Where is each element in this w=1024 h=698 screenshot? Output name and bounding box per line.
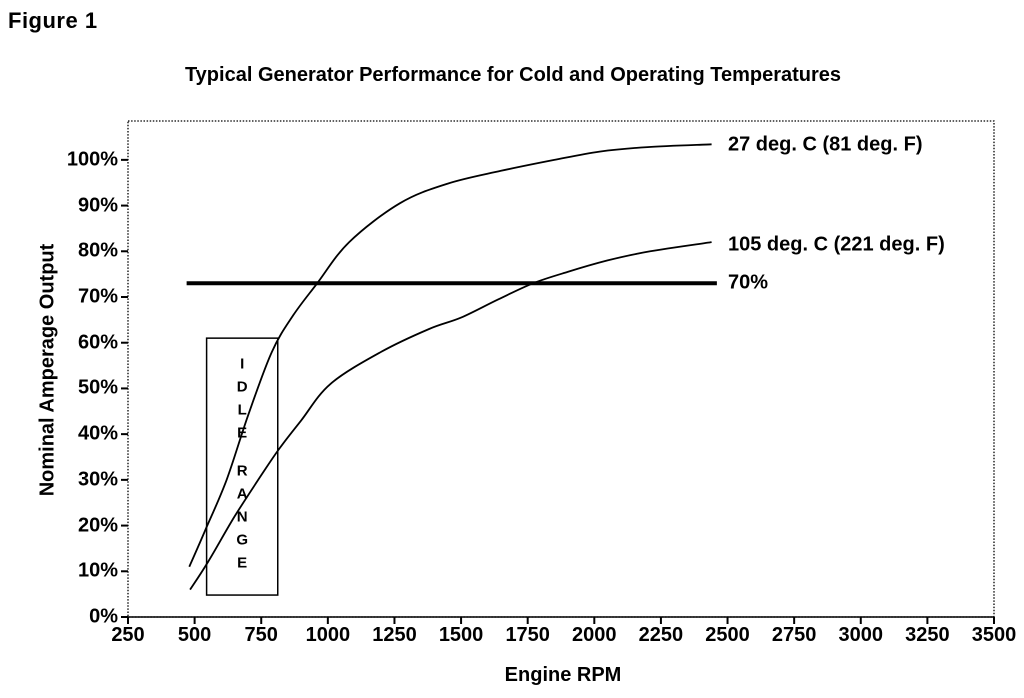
y-tick-label: 0%: [89, 605, 118, 628]
idle-range-letter: I: [240, 355, 245, 373]
x-tick-label: 1500: [438, 624, 484, 646]
x-tick-label: 1250: [372, 624, 417, 646]
chart-title: Typical Generator Performance for Cold a…: [184, 64, 842, 86]
y-tick-label: 60%: [77, 331, 118, 354]
idle-range-letter: D: [236, 378, 248, 396]
x-axis-label: Engine RPM: [504, 664, 622, 686]
x-tick-label: 500: [177, 624, 212, 646]
x-tick-label: 2500: [705, 624, 750, 646]
x-tick-label: 2750: [771, 624, 817, 646]
x-tick-label: 2250: [638, 624, 684, 646]
x-tick-label: 1000: [305, 624, 351, 646]
idle-range-letter: R: [236, 462, 248, 480]
curve-label-105c: 105 deg. C (221 deg. F): [728, 233, 945, 256]
y-tick-label: 90%: [77, 194, 118, 217]
x-tick-label: 1750: [505, 624, 550, 646]
y-tick-label: 100%: [66, 148, 118, 171]
x-tick-label: 3000: [838, 624, 884, 646]
idle-range-letter: G: [236, 531, 249, 549]
x-tick-label: 3500: [971, 624, 1017, 646]
curve-27c: [188, 143, 712, 568]
y-tick-label: 20%: [77, 514, 118, 537]
x-tick-label: 3250: [905, 624, 950, 646]
y-tick-label: 80%: [77, 239, 118, 262]
idle-range-letter: N: [236, 508, 248, 526]
idle-range-letter: E: [237, 424, 248, 442]
idle-range-letter: L: [237, 401, 247, 419]
idle-range-box: [205, 337, 279, 596]
plot-border: [127, 120, 995, 618]
idle-range-letter: E: [237, 554, 248, 572]
curve-label-27c: 27 deg. C (81 deg. F): [728, 133, 923, 156]
y-tick-label: 10%: [77, 559, 118, 582]
x-tick-label: 2000: [572, 624, 617, 646]
x-tick-label: 750: [244, 624, 278, 646]
figure-number-label: Figure 1: [8, 8, 98, 33]
y-tick-label: 70%: [77, 285, 118, 308]
reference-line-label: 70%: [728, 271, 769, 294]
x-tick-label: 250: [111, 624, 145, 646]
y-tick-label: 50%: [77, 376, 118, 399]
curve-105c: [189, 241, 712, 591]
idle-range-letter: A: [236, 485, 248, 503]
y-tick-label: 30%: [77, 468, 118, 491]
y-tick-label: 40%: [77, 422, 118, 445]
